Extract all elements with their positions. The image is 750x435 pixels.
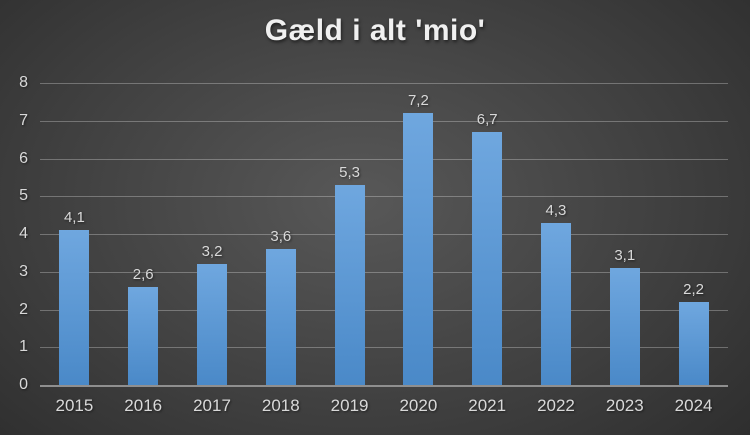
bar-band: 7,2: [384, 83, 453, 385]
x-axis-tick-label: 2021: [468, 396, 507, 415]
y-axis-tick-label: 2: [19, 300, 28, 318]
y-axis-tick-label: 1: [19, 338, 28, 356]
gridline: [40, 309, 728, 311]
bar-band: 6,7: [453, 83, 522, 385]
bar-value-label: 2,2: [683, 280, 704, 298]
y-axis: 0 1 2 3 4 5 6 7 8: [0, 75, 28, 393]
bar: [265, 249, 296, 385]
x-axis-tick-label: 2023: [605, 396, 644, 415]
bar-value-label: 3,2: [201, 243, 223, 261]
bar-band: 2,6: [109, 83, 178, 385]
bar: [334, 184, 365, 385]
x-axis: 2015 2016 2017 2018 2019 2020 2021 2022 2023 2024: [40, 396, 728, 416]
bar-value-label: 3,6: [270, 228, 292, 246]
bar: [403, 113, 434, 385]
bar-value-label: 5,3: [339, 163, 361, 181]
y-axis-tick-label: 7: [19, 111, 28, 129]
y-axis-tick-label: 8: [19, 74, 28, 91]
bars-row: 4,1 2,6 3,2 3,6 5,3 7,2 6,7 4,3 3,1 2,2: [40, 83, 728, 385]
y-axis-tick-label: 3: [19, 262, 28, 280]
bar-value-label: 2,6: [132, 265, 154, 283]
y-axis-tick-label: 6: [19, 149, 28, 167]
bar-band: 2,2: [659, 83, 728, 385]
bar: [540, 222, 571, 385]
bar-band: 5,3: [315, 83, 384, 385]
bar-band: 3,2: [178, 83, 247, 385]
gridline: [40, 120, 728, 122]
bar-value-label: 3,1: [614, 246, 636, 264]
x-axis-tick-label: 2022: [537, 396, 575, 415]
bar: [196, 264, 227, 385]
gridline: [40, 271, 728, 273]
x-axis-tick-label: 2020: [399, 396, 438, 415]
bar-value-label: 4,1: [63, 209, 85, 227]
y-axis-tick-label: 0: [19, 376, 28, 393]
gridline: [40, 83, 728, 84]
bar: [59, 230, 90, 385]
x-axis-tick-label: 2017: [193, 396, 231, 415]
bar-band: 4,1: [40, 83, 109, 385]
gridline: [40, 158, 728, 160]
gridline: [40, 234, 728, 235]
bar-band: 3,1: [590, 83, 659, 385]
x-axis-tick-label: 2016: [124, 396, 163, 415]
y-axis-tick-label: 5: [19, 187, 28, 205]
bar-value-label: 7,2: [407, 92, 429, 110]
chart-title: Gæld i alt 'mio': [264, 14, 486, 47]
bar-value-label: 4,3: [545, 201, 567, 219]
gridline: [40, 347, 728, 349]
plot-area: 4,1 2,6 3,2 3,6 5,3 7,2 6,7 4,3 3,1 2,2: [40, 83, 728, 387]
bar-band: 3,6: [246, 83, 315, 385]
bar: [472, 132, 503, 385]
x-axis-tick-label: 2024: [674, 396, 713, 415]
bar: [128, 286, 159, 385]
x-axis-tick-label: 2015: [55, 396, 94, 415]
y-axis-tick-label: 4: [19, 225, 28, 242]
bar-value-label: 6,7: [476, 111, 498, 129]
bar-band: 4,3: [522, 83, 591, 385]
bar: [678, 301, 709, 385]
gridline: [40, 196, 728, 198]
bar: [609, 267, 640, 385]
x-axis-tick-label: 2019: [330, 396, 369, 415]
x-axis-tick-label: 2018: [261, 396, 300, 415]
